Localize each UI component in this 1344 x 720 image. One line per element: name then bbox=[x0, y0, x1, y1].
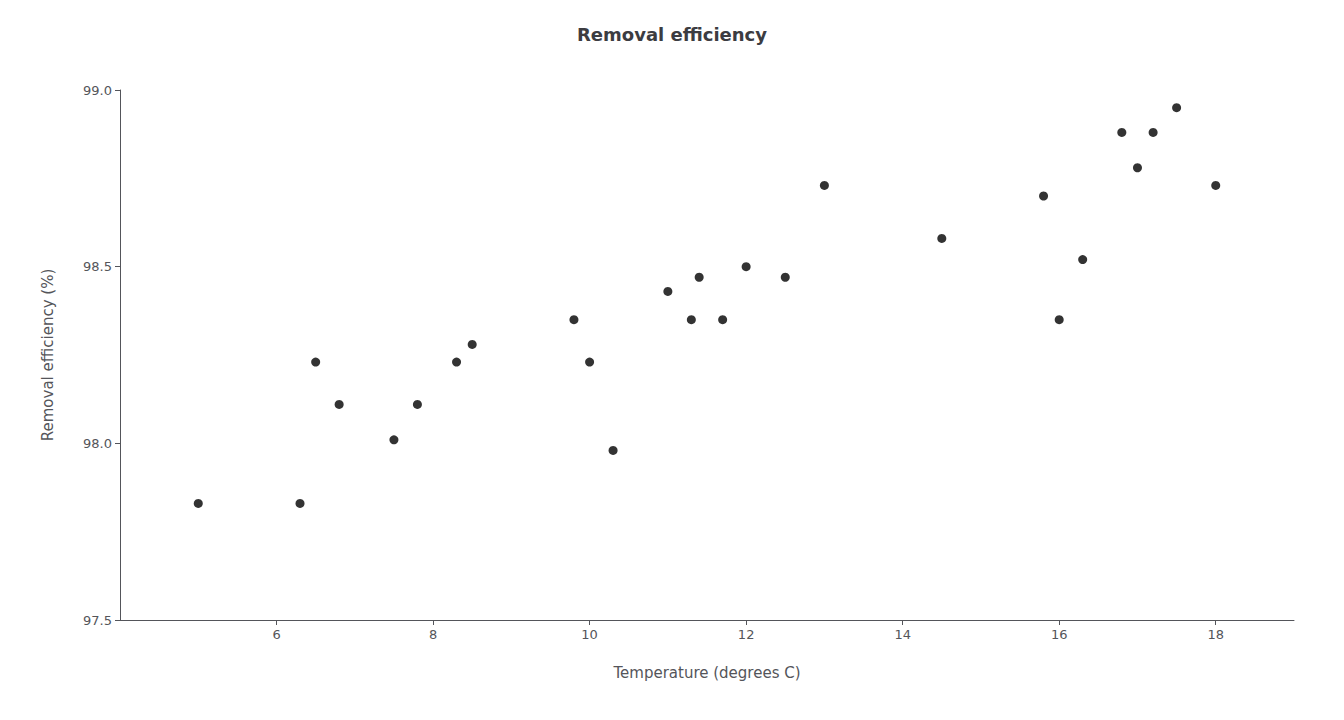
svg-text:14: 14 bbox=[894, 627, 911, 642]
svg-text:10: 10 bbox=[581, 627, 598, 642]
svg-text:Temperature (degrees C): Temperature (degrees C) bbox=[612, 664, 800, 682]
svg-text:98.0: 98.0 bbox=[83, 436, 112, 451]
svg-text:99.0: 99.0 bbox=[83, 83, 112, 98]
svg-text:18: 18 bbox=[1207, 627, 1224, 642]
svg-text:8: 8 bbox=[429, 627, 437, 642]
svg-text:97.5: 97.5 bbox=[83, 613, 112, 628]
svg-text:Removal efficiency (%): Removal efficiency (%) bbox=[39, 269, 57, 442]
svg-text:6: 6 bbox=[272, 627, 280, 642]
svg-text:16: 16 bbox=[1051, 627, 1068, 642]
svg-text:98.5: 98.5 bbox=[83, 259, 112, 274]
svg-text:Removal efficiency: Removal efficiency bbox=[577, 24, 767, 45]
svg-text:12: 12 bbox=[738, 627, 755, 642]
